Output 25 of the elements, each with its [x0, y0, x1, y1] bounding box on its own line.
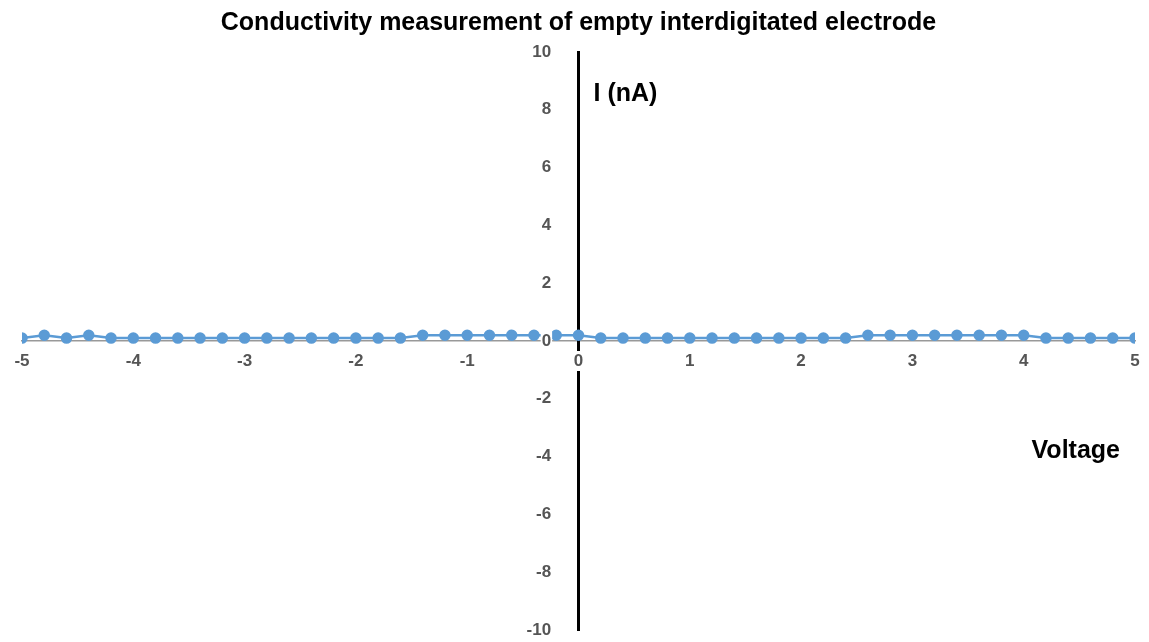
y-tick-label: -10 — [526, 619, 552, 639]
y-tick-label: 0 — [541, 330, 552, 350]
y-tick-label: 2 — [541, 272, 552, 292]
x-tick-label: -3 — [237, 350, 253, 370]
x-tick-label: -5 — [14, 350, 30, 370]
y-tick-label: 10 — [532, 41, 552, 61]
x-tick-label: -1 — [459, 350, 475, 370]
y-tick-label: 8 — [541, 99, 552, 119]
x-tick-label: 2 — [796, 350, 806, 370]
x-tick-label: -4 — [125, 350, 142, 370]
y-tick-label: -6 — [535, 504, 552, 524]
x-tick-label: 0 — [573, 350, 584, 370]
x-axis-title: Voltage — [1031, 434, 1121, 463]
y-axis-title: I (nA) — [593, 77, 658, 106]
chart-title: Conductivity measurement of empty interdigitated electrode — [220, 6, 937, 35]
y-tick-label: -2 — [535, 388, 552, 408]
y-tick-label: 6 — [541, 157, 552, 177]
x-tick-label: 4 — [1018, 350, 1029, 370]
x-tick-label: -2 — [348, 350, 364, 370]
y-tick-label: -8 — [535, 561, 552, 581]
x-tick-label: 3 — [907, 350, 918, 370]
x-tick-label: 1 — [685, 350, 695, 370]
y-tick-label: -4 — [535, 446, 552, 466]
y-tick-label: 4 — [541, 215, 552, 235]
x-tick-label: 5 — [1130, 350, 1140, 370]
